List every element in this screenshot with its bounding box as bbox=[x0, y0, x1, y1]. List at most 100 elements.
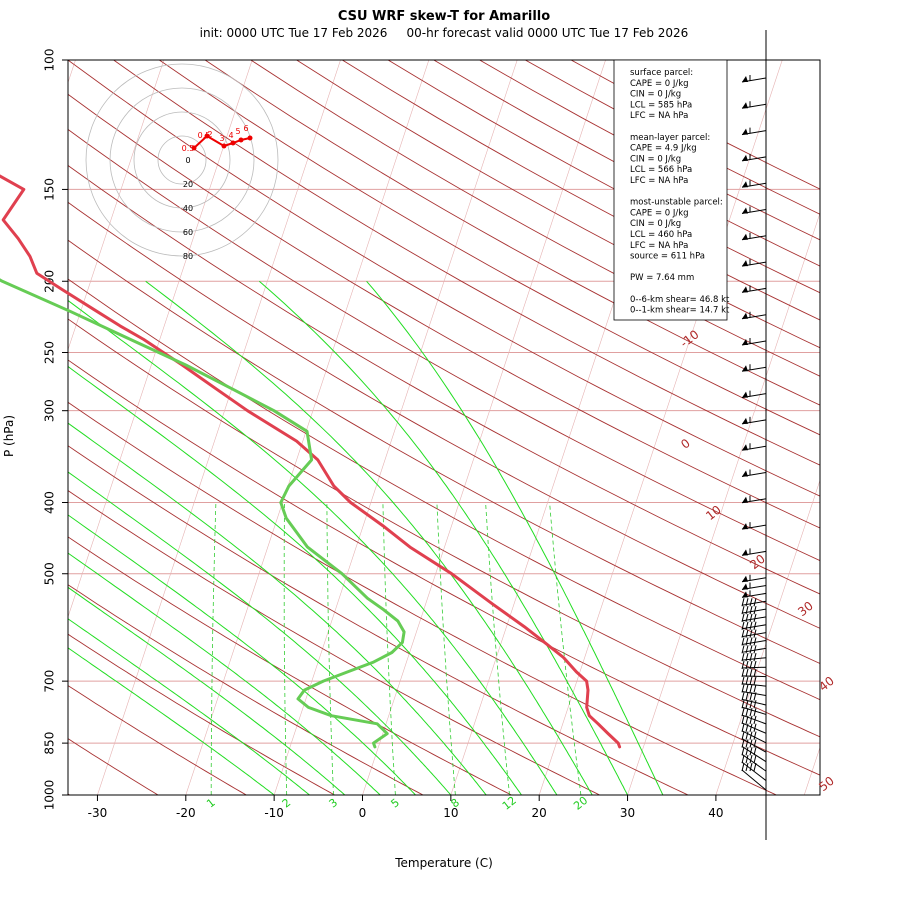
moist-adiabat bbox=[68, 647, 275, 795]
dewpoint-point bbox=[403, 631, 405, 633]
dry-adiabat bbox=[68, 60, 820, 497]
temperature-point bbox=[543, 641, 546, 644]
hodograph-label: 4 bbox=[228, 131, 233, 140]
parcel-info-line: CAPE = 4.9 J/kg bbox=[630, 144, 697, 154]
parcel-info-line: LCL = 566 hPa bbox=[630, 165, 692, 175]
temperature-point bbox=[491, 603, 494, 605]
isotherm-line bbox=[68, 60, 253, 618]
dewpoint-point bbox=[371, 661, 374, 664]
dewpoint-point bbox=[391, 651, 393, 654]
y-tick-label: 500 bbox=[43, 562, 57, 585]
mixing-ratio-line bbox=[485, 502, 510, 795]
temperature-point bbox=[450, 572, 453, 575]
wind-barb bbox=[741, 629, 767, 638]
x-tick-label: 40 bbox=[708, 806, 723, 820]
temperature-profile bbox=[0, 174, 622, 749]
temperature-point bbox=[333, 485, 335, 487]
wind-barb bbox=[741, 723, 767, 744]
dewpoint-point bbox=[401, 641, 404, 644]
parcel-info-line: CIN = 0 J/kg bbox=[630, 219, 681, 229]
parcel-info-line: LCL = 585 hPa bbox=[630, 100, 692, 110]
dewpoint-point bbox=[346, 671, 349, 673]
temperature-point bbox=[585, 680, 588, 682]
wind-barb bbox=[741, 101, 767, 109]
wind-barb bbox=[741, 653, 767, 662]
wind-barb bbox=[741, 598, 767, 607]
dry-adiabat bbox=[68, 584, 424, 795]
hodograph-point bbox=[238, 137, 244, 143]
dewpoint-point bbox=[386, 732, 389, 735]
wind-barb bbox=[741, 390, 767, 399]
dry-adiabat bbox=[68, 318, 820, 738]
temperature-point bbox=[617, 742, 620, 744]
dewpoint-point bbox=[306, 546, 309, 548]
hodograph-label: 2 bbox=[207, 130, 212, 139]
wind-barb bbox=[741, 762, 767, 791]
dewpoint-point bbox=[297, 698, 299, 700]
dry-adiabat bbox=[68, 278, 820, 701]
temperature-point bbox=[607, 732, 609, 735]
isotherm-line bbox=[68, 60, 165, 351]
temperature-point bbox=[17, 237, 19, 240]
parcel-info-box bbox=[613, 59, 728, 321]
dewpoint-point bbox=[330, 714, 333, 717]
temperature-point bbox=[35, 272, 38, 274]
hodograph-ring bbox=[157, 135, 207, 185]
parcel-info-line: LCL = 460 hPa bbox=[630, 230, 692, 240]
hodograph-ring bbox=[85, 63, 279, 257]
wind-barb bbox=[741, 684, 767, 697]
y-tick-label: 150 bbox=[43, 178, 57, 201]
temperature-point bbox=[29, 255, 31, 258]
wind-barb bbox=[741, 660, 767, 670]
isotherm-label: 10 bbox=[703, 503, 724, 523]
temperature-point bbox=[349, 501, 352, 504]
dewpoint-point bbox=[372, 742, 375, 744]
plot-frame bbox=[67, 59, 821, 796]
mixing-ratio-line bbox=[549, 502, 582, 795]
x-tick-label: 30 bbox=[620, 806, 635, 820]
isotherm-line bbox=[893, 60, 900, 795]
y-tick-label: 250 bbox=[43, 341, 57, 364]
dry-adiabat bbox=[68, 359, 820, 776]
wind-barb bbox=[741, 645, 767, 654]
wind-barb bbox=[741, 127, 767, 136]
wind-barb bbox=[741, 443, 767, 451]
hodograph-point bbox=[247, 135, 253, 141]
dry-adiabat bbox=[68, 93, 820, 529]
isotherm-line bbox=[627, 212, 820, 795]
dry-adiabat bbox=[68, 201, 820, 629]
parcel-info-line: CAPE = 0 J/kg bbox=[630, 208, 689, 218]
isotherm-label: -10 bbox=[678, 327, 702, 350]
chart-subtitle: init: 0000 UTC Tue 17 Feb 2026 00-hr for… bbox=[200, 26, 689, 40]
hodograph-label: 5 bbox=[235, 127, 240, 136]
temperature-point bbox=[588, 714, 591, 717]
moist-adiabat bbox=[68, 552, 381, 795]
x-tick-label: -30 bbox=[88, 806, 108, 820]
hodograph-label: 6 bbox=[243, 124, 248, 133]
dewpoint-point bbox=[307, 706, 310, 709]
parcel-info-line: CIN = 0 J/kg bbox=[630, 90, 681, 100]
temperature-point bbox=[295, 440, 298, 442]
parcel-info-line: source = 611 hPa bbox=[630, 252, 705, 262]
temperature-point bbox=[409, 546, 411, 548]
isotherm-label: 50 bbox=[816, 774, 837, 794]
dewpoint-point bbox=[279, 501, 282, 504]
temperature-point bbox=[562, 656, 565, 659]
dry-adiabat bbox=[159, 60, 820, 436]
temperature-point bbox=[2, 219, 4, 221]
mixing-ratio-label: 5 bbox=[388, 796, 402, 811]
x-tick-label: -10 bbox=[264, 806, 284, 820]
temperature-point bbox=[381, 524, 384, 527]
parcel-info-line: PW = 7.64 mm bbox=[630, 273, 694, 283]
temperature-point bbox=[597, 722, 599, 725]
parcel-info-line: surface parcel: bbox=[630, 68, 693, 78]
dewpoint-point bbox=[306, 430, 308, 433]
wind-barb bbox=[741, 574, 767, 583]
moist-adiabat bbox=[68, 618, 310, 795]
dry-adiabat bbox=[204, 60, 820, 406]
y-axis-label: P (hPa) bbox=[2, 415, 16, 457]
mixing-ratio-line bbox=[326, 502, 334, 795]
wind-barb bbox=[741, 259, 767, 267]
hodograph-ring-label: 40 bbox=[183, 204, 193, 213]
dry-adiabat bbox=[68, 401, 778, 795]
